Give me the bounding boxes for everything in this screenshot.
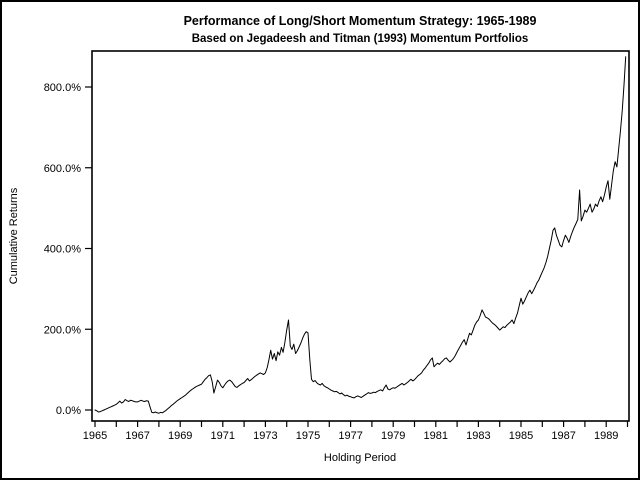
x-tick-label: 1975 bbox=[296, 430, 320, 442]
x-axis-ticks: 1965 1967 1969 1971 1973 1975 1977 1979 1981 1983… bbox=[83, 421, 629, 442]
chart-title: Performance of Long/Short Momentum Strat… bbox=[184, 14, 537, 28]
x-tick-label: 1981 bbox=[424, 430, 448, 442]
x-tick-label: 1973 bbox=[253, 430, 277, 442]
y-axis-ticks: 0.0% 200.0% 400.0% 600.0% 800.0% bbox=[44, 82, 92, 417]
x-tick-label: 1985 bbox=[509, 430, 533, 442]
x-tick-label: 1965 bbox=[83, 430, 107, 442]
y-tick-label: 600.0% bbox=[44, 163, 82, 175]
plot-area-frame bbox=[91, 50, 630, 422]
x-tick-label: 1977 bbox=[338, 430, 362, 442]
x-tick-label: 1983 bbox=[466, 430, 490, 442]
y-axis-title: Cumulative Returns bbox=[8, 187, 20, 284]
chart-subtitle: Based on Jegadeesh and Titman (1993) Mom… bbox=[192, 33, 529, 45]
x-tick-label: 1979 bbox=[381, 430, 405, 442]
x-axis-title: Holding Period bbox=[324, 452, 396, 464]
y-tick-label: 800.0% bbox=[44, 82, 82, 94]
x-tick-label: 1971 bbox=[211, 430, 235, 442]
y-tick-label: 0.0% bbox=[56, 405, 81, 417]
x-tick-label: 1987 bbox=[551, 430, 575, 442]
momentum-series-line bbox=[94, 56, 627, 414]
x-tick-label: 1969 bbox=[168, 430, 192, 442]
x-tick-label: 1967 bbox=[125, 430, 149, 442]
y-tick-label: 200.0% bbox=[44, 324, 82, 336]
x-tick-label: 1989 bbox=[594, 430, 618, 442]
y-tick-label: 400.0% bbox=[44, 244, 82, 256]
